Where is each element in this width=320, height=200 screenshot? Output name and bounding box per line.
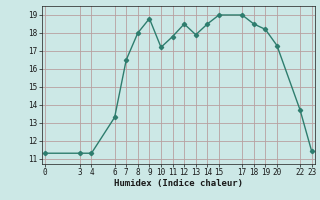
X-axis label: Humidex (Indice chaleur): Humidex (Indice chaleur)	[114, 179, 243, 188]
